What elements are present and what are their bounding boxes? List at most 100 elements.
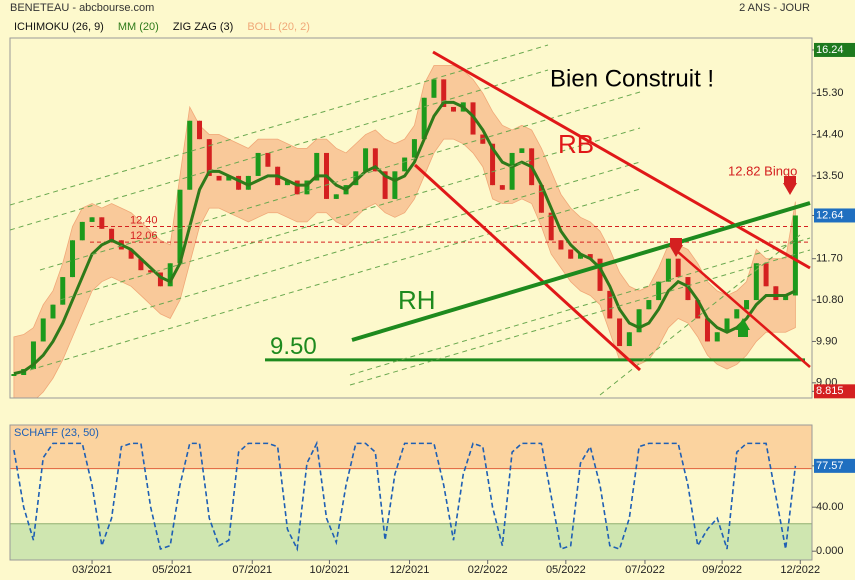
schaff-frame (9, 424, 813, 561)
schaff-line (13, 440, 797, 552)
moving-average (13, 100, 797, 376)
candle (314, 152, 320, 181)
candle (568, 249, 574, 259)
annotations: Bien Construit ! RB RH 12.82 Bingo (398, 65, 797, 315)
candle (265, 152, 271, 167)
candle (704, 318, 710, 342)
y-tick-label: 10.80 (816, 294, 844, 306)
candle (617, 318, 623, 347)
y-tick-label: 14.40 (816, 128, 844, 140)
rb-label: RB (558, 129, 594, 159)
candle (382, 171, 388, 199)
candle (402, 157, 408, 172)
price-frame (9, 37, 813, 399)
candle (216, 175, 222, 181)
candle (519, 148, 525, 153)
support-label: 9.50 (270, 333, 317, 360)
y-tick-label: 77.57 (816, 460, 844, 472)
candle (450, 106, 456, 112)
bingo-label: 12.82 Bingo (728, 163, 797, 178)
channel-line (349, 249, 811, 386)
candle (607, 290, 613, 319)
legend-entry: MM (20) (118, 21, 159, 33)
candle (50, 304, 56, 319)
candle (441, 79, 447, 107)
candle (353, 171, 359, 186)
candle (294, 180, 300, 195)
x-tick-label: 09/2022 (702, 564, 742, 576)
candle (245, 175, 251, 190)
y-tick-label: 15.30 (816, 87, 844, 99)
candle (548, 212, 554, 241)
y-tick-highlight (814, 42, 855, 57)
x-tick-label: 05/2021 (152, 564, 192, 576)
candle (490, 143, 496, 186)
legend-entry: ZIG ZAG (3) (173, 21, 234, 33)
header-period: 2 ANS - JOUR (739, 2, 810, 14)
candle (79, 221, 85, 241)
y-tick-label: 8.815 (816, 385, 844, 397)
channel-line (349, 237, 811, 376)
candle (499, 185, 505, 190)
candle (157, 272, 163, 287)
y-tick-label: 12.64 (816, 209, 844, 221)
price-panel (11, 65, 810, 398)
candle (792, 215, 798, 296)
legend-entry: ICHIMOKU (26, 9) (14, 21, 104, 33)
candle (372, 148, 378, 172)
candle (60, 277, 66, 305)
x-tick-label: 07/2021 (232, 564, 272, 576)
candle (695, 300, 701, 319)
candle (333, 194, 339, 199)
candle (128, 249, 134, 259)
channel-line (599, 234, 801, 396)
candle (538, 185, 544, 213)
legend-entry: BOLL (20, 2) (247, 21, 310, 33)
rb-upper (432, 50, 811, 270)
y-tick-highlight (814, 458, 855, 473)
candle (656, 281, 662, 301)
candle (40, 318, 46, 342)
candle (763, 263, 769, 287)
candle (304, 180, 310, 195)
candle (724, 318, 730, 333)
candle (665, 258, 671, 282)
y-tick-label: 9.90 (816, 335, 837, 347)
header-title: BENETEAU - abcbourse.com (10, 2, 154, 14)
arrow-up (736, 318, 750, 337)
y-tick-label: 40.00 (816, 501, 844, 513)
indicator-label: SCHAFF (23, 50) (14, 427, 99, 439)
candle (236, 175, 242, 190)
x-tick-label: 10/2021 (310, 564, 350, 576)
channel-lines (10, 44, 811, 396)
candle (255, 152, 261, 176)
candle (646, 300, 652, 310)
candle (197, 120, 203, 140)
candle (99, 217, 105, 229)
candle (558, 240, 564, 250)
candle (148, 270, 154, 273)
x-tick-label: 07/2022 (625, 564, 665, 576)
y-tick-label: 13.50 (816, 170, 844, 182)
arrow-down (669, 238, 683, 257)
candle (138, 258, 144, 271)
candle (675, 258, 681, 278)
zone (10, 523, 812, 560)
candle (89, 217, 95, 222)
channel-line (89, 161, 641, 326)
candle (70, 240, 76, 278)
level-label: 12.40 (130, 214, 158, 226)
zone (10, 425, 812, 469)
candle (284, 180, 290, 186)
rb-lower (413, 163, 642, 372)
rh-line (351, 201, 811, 342)
rh-label: RH (398, 285, 436, 315)
x-tick-label: 02/2022 (468, 564, 508, 576)
candle (783, 295, 789, 301)
candle (109, 228, 115, 241)
candle (363, 148, 369, 172)
channel-line (10, 44, 549, 206)
candle (187, 120, 193, 190)
y-tick-label: 0.000 (816, 545, 844, 557)
